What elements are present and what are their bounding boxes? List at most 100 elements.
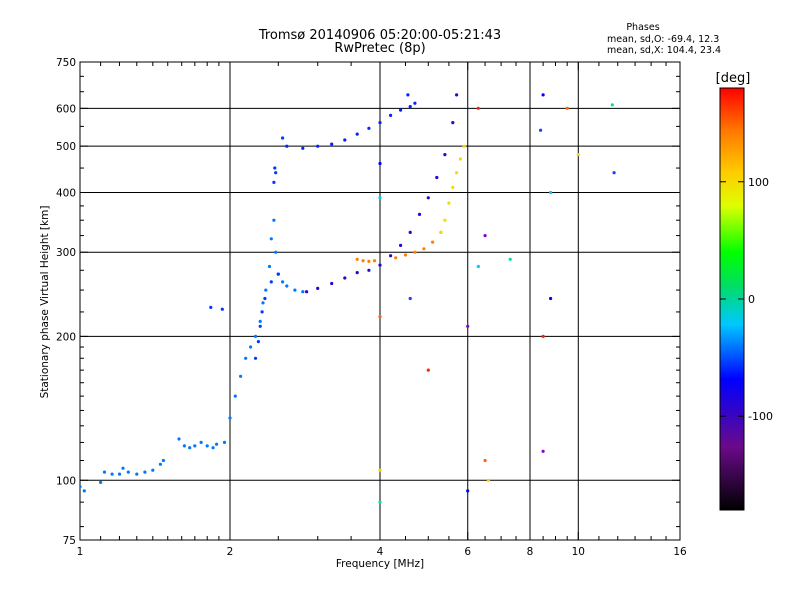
x-axis-label: Frequency [MHz] [336,558,424,570]
data-point [612,171,616,175]
data-point [285,284,289,288]
data-point [458,157,462,161]
data-point [177,437,181,441]
grid-lines [80,62,680,540]
colorbar-ticks: 100 0 -100 [720,176,773,423]
data-point [466,489,470,493]
data-point [417,212,422,216]
data-point [486,478,490,482]
data-point [451,121,455,125]
data-point [466,324,470,328]
data-point [355,271,359,275]
data-point [261,301,265,305]
colorbar-label: [deg] [716,71,751,86]
data-point [110,472,114,476]
data-point [228,416,232,420]
data-point [220,307,224,311]
data-point [549,190,553,195]
data-point [199,440,203,444]
data-point [439,230,443,234]
data-point [361,259,365,263]
data-point [256,340,260,344]
data-point [99,480,103,484]
y-axis-label: Stationary phase Virtual Height [km] [39,206,51,399]
data-point [330,281,334,286]
data-point [447,201,451,205]
data-point [305,290,309,294]
x-tick-label: 16 [673,546,687,558]
data-point [367,268,371,272]
data-point [483,234,487,238]
data-point [151,468,155,472]
data-point [378,196,382,200]
data-point [408,230,412,234]
data-point [539,128,543,132]
data-point [260,310,264,314]
data-point [389,113,393,117]
data-point [378,468,382,472]
data-point [274,171,278,175]
data-point [281,136,285,140]
y-tick-label: 500 [56,141,76,153]
y-tick-label: 200 [56,331,76,343]
chart-title: Tromsø 20140906 05:20:00-05:21:43 [258,28,501,43]
data-point [253,356,258,360]
data-point [378,121,382,125]
phases-o-stats: mean, sd,O: -69.4, 12.3 [607,34,719,45]
data-point [258,319,262,323]
data-point [399,108,403,112]
data-point [541,93,545,97]
data-point [249,345,253,349]
data-points [80,93,616,504]
data-point [389,254,393,258]
phases-x-stats: mean, sd,X: 104.4, 23.4 [607,45,721,56]
data-point [378,161,382,166]
data-point [80,485,82,489]
x-tick-label: 4 [377,546,384,558]
colorbar-tick-label: -100 [748,410,773,423]
data-point [102,470,107,474]
data-point [413,101,417,105]
data-point [476,264,480,269]
data-point [455,171,459,175]
data-point [272,180,276,184]
y-tick-label: 750 [56,57,76,69]
data-point [263,296,267,301]
data-point [431,240,435,244]
data-point [394,256,398,260]
colorbar-tick-label: 100 [748,176,769,189]
data-point [462,144,466,148]
data-point [82,489,86,493]
data-point [276,272,280,276]
data-point [161,458,165,463]
data-point [301,146,305,150]
data-point [211,446,215,450]
data-point [455,93,459,97]
y-tick-label: 300 [56,247,76,259]
data-point [406,93,410,97]
data-point [610,103,614,107]
data-point [399,243,403,247]
data-point [264,288,268,292]
data-point [330,142,334,146]
data-point [541,449,545,453]
x-tick-label: 1 [77,546,84,558]
data-point [209,305,213,309]
data-point [343,138,347,142]
data-point [367,126,371,130]
data-point [378,315,382,319]
data-point [267,264,272,269]
data-point [508,257,512,261]
data-point [372,259,377,263]
axis-ticks: 1 2 4 6 8 10 16 75 100 200 300 400 500 600 750 [56,57,687,558]
data-point [443,218,447,222]
data-point [269,280,273,284]
data-point [269,237,273,241]
y-tick-label: 400 [56,187,76,199]
data-point [253,334,258,338]
data-point [367,259,371,263]
data-point [222,440,227,444]
data-point [135,472,139,476]
x-tick-label: 6 [464,546,471,558]
